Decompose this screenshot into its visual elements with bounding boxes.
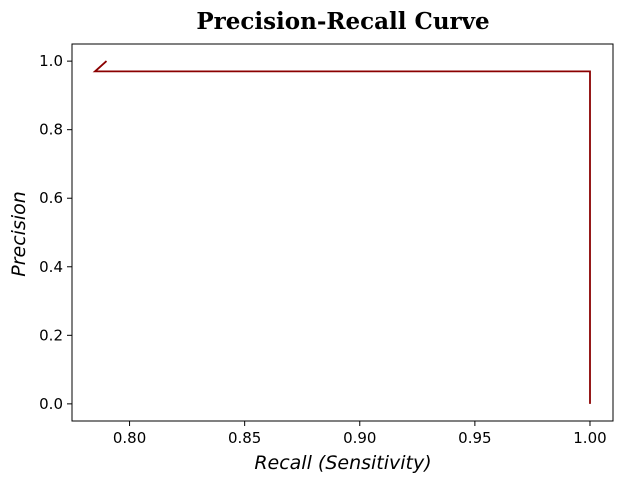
x-tick-label: 0.85 (228, 429, 261, 447)
y-axis-label: Precision (8, 191, 30, 277)
x-axis-label: Recall (Sensitivity) (254, 452, 431, 474)
pr-curve-line (92, 60, 591, 404)
y-tick-label: 0.4 (39, 258, 63, 276)
x-tick-label: 0.95 (458, 429, 491, 447)
y-tick-label: 0.8 (39, 121, 63, 139)
y-tick-label: 0.6 (39, 189, 63, 207)
x-tick-label: 1.00 (573, 429, 606, 447)
y-tick-label: 0.0 (39, 395, 63, 413)
y-tick-label: 0.2 (39, 326, 63, 344)
y-tick-label: 1.0 (39, 52, 63, 70)
x-tick-label: 0.90 (343, 429, 376, 447)
x-tick-label: 0.80 (113, 429, 146, 447)
chart-title: Precision-Recall Curve (196, 8, 489, 35)
y-axis: 0.0 0.2 0.4 0.6 0.8 1.0 (39, 52, 72, 413)
plot-frame (71, 43, 614, 422)
plot-area (92, 60, 591, 404)
x-axis: 0.80 0.85 0.90 0.95 1.00 (113, 421, 607, 447)
